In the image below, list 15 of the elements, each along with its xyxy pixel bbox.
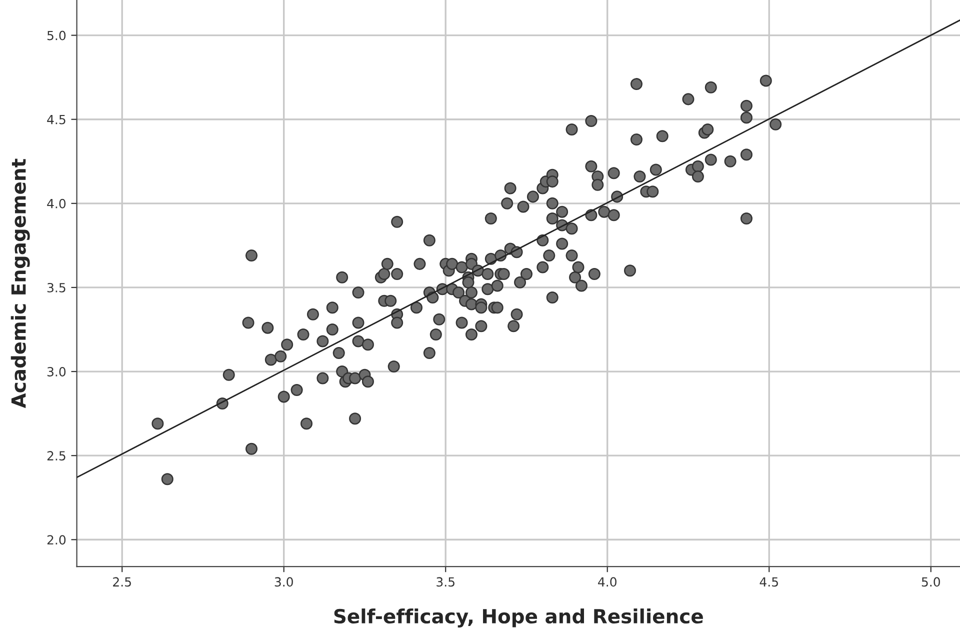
x-tick-label: 3.0 <box>274 577 293 587</box>
x-tick-label: 4.0 <box>598 577 616 587</box>
y-axis-title: Academic Engagement <box>10 158 30 408</box>
y-tick-label: 4.5 <box>47 114 66 124</box>
x-tick-label: 5.0 <box>922 577 940 587</box>
x-tick-label: 2.5 <box>113 577 131 587</box>
x-tick-label: 4.5 <box>760 577 778 587</box>
x-axis-title: Self-efficacy, Hope and Resilience <box>334 608 703 628</box>
y-tick-label: 2.5 <box>47 451 66 461</box>
y-tick-label: 3.0 <box>47 367 66 376</box>
x-tick-label: 3.5 <box>436 577 454 587</box>
y-tick-label: 4.0 <box>47 198 66 208</box>
y-tick-label: 2.0 <box>47 535 66 545</box>
y-tick-label: 3.5 <box>47 282 66 292</box>
y-tick-label: 5.0 <box>47 30 66 40</box>
